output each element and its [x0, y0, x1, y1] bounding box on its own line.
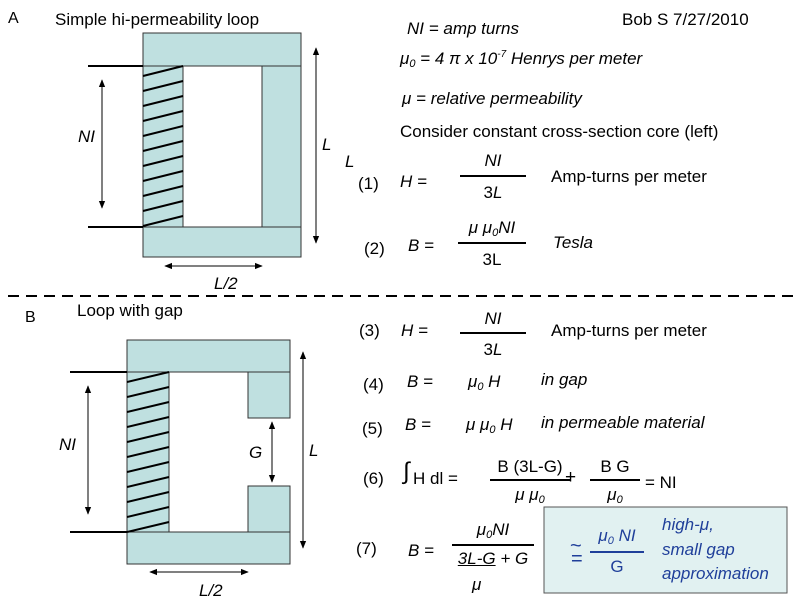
def-ni: NI = amp turns — [407, 19, 519, 38]
eq7-den-mu: μ — [472, 575, 482, 594]
eq1-note: Amp-turns per meter — [551, 167, 707, 186]
approx-tilde: ~ — [570, 535, 582, 557]
stray-l-label: L — [345, 152, 355, 171]
eq5-note: in permeable material — [541, 413, 705, 432]
eq1-fraction: NI 3L — [460, 152, 526, 201]
section-b-title: Loop with gap — [77, 301, 183, 320]
eq2-fraction: μ μ0NI 3L — [452, 219, 532, 268]
eq2-lhs: B = — [408, 236, 434, 255]
length-a-label: L — [322, 135, 332, 154]
approx-box — [543, 506, 788, 594]
approx-text-1: high-μ, — [662, 515, 714, 534]
core-a-bottom — [142, 226, 302, 258]
eq7-lhs: B = — [408, 541, 434, 560]
coil-b-label: NI — [59, 435, 76, 454]
core-b-right-lower — [247, 485, 291, 533]
eq5-rhs: μ μ0 H — [466, 415, 513, 436]
section-a-letter: A — [8, 10, 19, 27]
eq1-lhs: H = — [400, 172, 427, 191]
approx-text-3: approximation — [662, 564, 769, 583]
section-a-title: Simple hi-permeability loop — [55, 10, 260, 29]
section-b-letter: B — [25, 309, 36, 326]
def-mu0: μ0 = 4 π x 10-7 Henrys per meter — [400, 49, 643, 70]
gap-label: G — [249, 443, 263, 462]
eq6-integral: ∫ — [403, 458, 410, 485]
length-b-label: L — [309, 441, 319, 460]
eq4-note: in gap — [541, 370, 588, 389]
eq6-plus: + — [565, 467, 577, 488]
eq7-number: (7) — [356, 539, 377, 558]
eq3-fraction: NI 3L — [460, 310, 526, 358]
eq5-number: (5) — [362, 419, 383, 438]
author-date: Bob S 7/27/2010 — [622, 10, 749, 29]
eq4-number: (4) — [363, 375, 384, 394]
core-b-left-leg — [126, 371, 170, 533]
core-b-right-upper — [247, 371, 291, 419]
eq7-fraction: μ0NI 3L-G + G — [452, 521, 534, 567]
core-b — [126, 339, 291, 565]
approx-text-2: small gap — [662, 540, 735, 559]
approx-equals: = — [571, 548, 583, 570]
eq3-note: Amp-turns per meter — [551, 321, 707, 340]
approx-fraction: μ0 NI G — [590, 527, 644, 575]
eq6-fraction-1: B (3L-G) μ μ0 — [490, 458, 570, 506]
consider-note: Consider constant cross-section core (le… — [400, 122, 719, 141]
eq6-number: (6) — [363, 469, 384, 488]
eq4-rhs: μ0 H — [468, 372, 501, 393]
eq2-note: Tesla — [553, 233, 594, 252]
coil-b — [70, 371, 170, 533]
core-b-bottom — [126, 531, 291, 565]
coil-a-label: NI — [78, 127, 95, 146]
width-b-label: L/2 — [199, 581, 223, 600]
core-a-right-leg — [261, 65, 302, 228]
width-a-label: L/2 — [214, 274, 238, 293]
def-mu: μ = relative permeability — [402, 89, 582, 108]
eq6-integrand: H dl = — [413, 469, 458, 488]
eq6-fraction-2: B G μ0 — [590, 458, 640, 506]
coil-a — [88, 65, 184, 228]
eq2-number: (2) — [364, 239, 385, 258]
core-b-top — [126, 339, 291, 373]
core-a-top — [142, 32, 302, 67]
eq4-lhs: B = — [407, 372, 433, 391]
eq5-lhs: B = — [405, 415, 431, 434]
dimension-arrows-b — [84, 351, 307, 576]
eq3-lhs: H = — [401, 321, 428, 340]
eq3-number: (3) — [359, 321, 380, 340]
eq6-result: = NI — [645, 473, 677, 492]
eq1-number: (1) — [358, 174, 379, 193]
dimension-arrows-a — [98, 47, 320, 270]
